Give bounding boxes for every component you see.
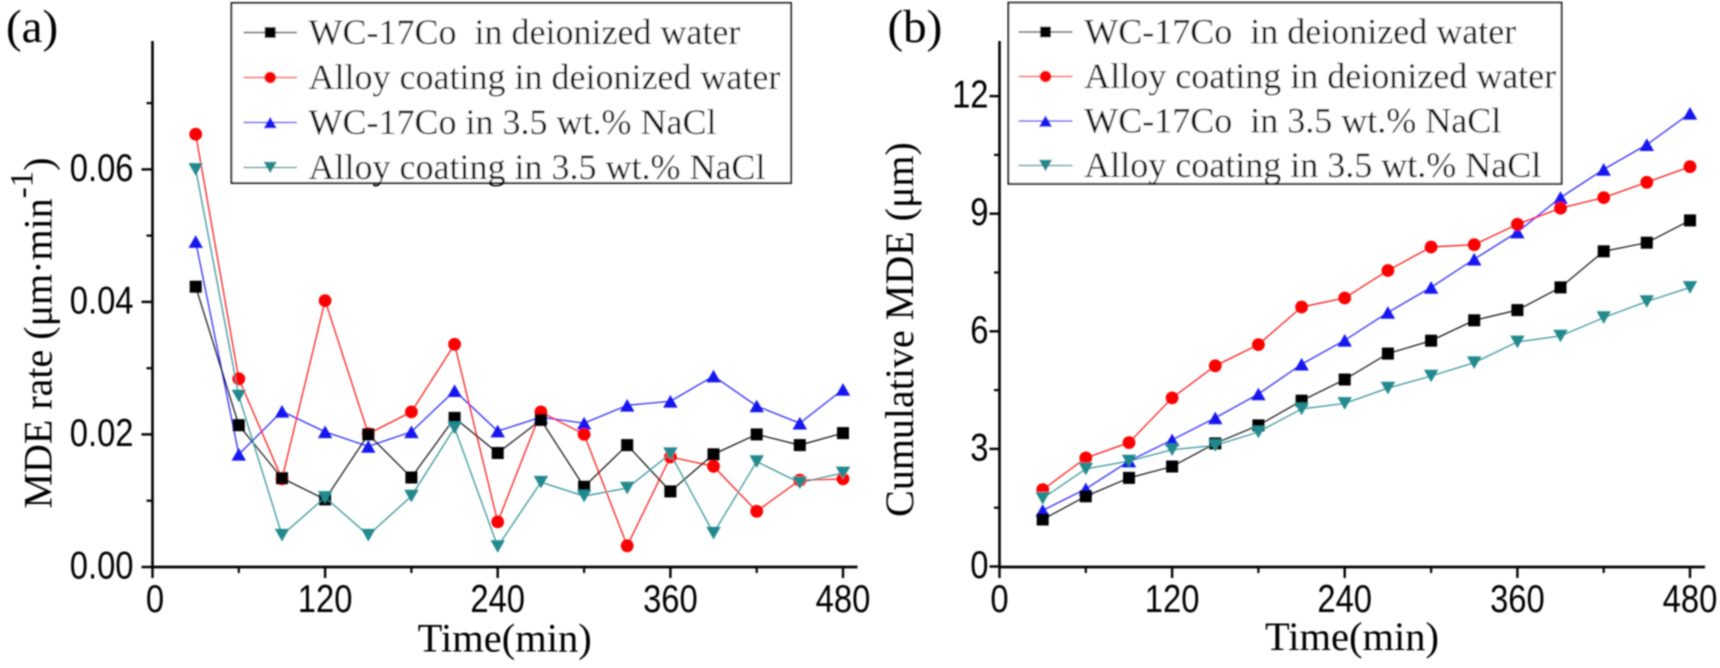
svg-text:Alloy coating in deionized wat: Alloy coating in deionized water bbox=[309, 57, 781, 97]
svg-text:(b): (b) bbox=[888, 1, 943, 53]
svg-text:480: 480 bbox=[1663, 576, 1718, 620]
svg-text:0: 0 bbox=[990, 576, 1008, 620]
svg-text:(a): (a) bbox=[6, 1, 58, 53]
svg-text:0.06: 0.06 bbox=[70, 145, 134, 189]
svg-text:240: 240 bbox=[470, 576, 525, 620]
svg-text:3: 3 bbox=[970, 425, 988, 469]
svg-text:0.00: 0.00 bbox=[70, 543, 134, 587]
svg-text:WC-17Co in 3.5 wt.% NaCl: WC-17Co in 3.5 wt.% NaCl bbox=[1084, 101, 1501, 141]
svg-text:9: 9 bbox=[970, 189, 988, 233]
svg-text:Alloy coating in 3.5 wt.% NaCl: Alloy coating in 3.5 wt.% NaCl bbox=[309, 147, 766, 187]
svg-text:Alloy coating in 3.5 wt.% NaCl: Alloy coating in 3.5 wt.% NaCl bbox=[1084, 145, 1541, 185]
svg-text:Alloy coating in deionized wat: Alloy coating in deionized water bbox=[1084, 56, 1556, 96]
svg-text:0.04: 0.04 bbox=[70, 278, 134, 322]
svg-text:Time(min): Time(min) bbox=[418, 616, 592, 661]
svg-text:0.02: 0.02 bbox=[70, 410, 134, 454]
svg-text:0: 0 bbox=[970, 542, 988, 586]
svg-text:360: 360 bbox=[643, 576, 698, 620]
svg-text:6: 6 bbox=[970, 307, 988, 351]
svg-text:Cumulative MDE (μm): Cumulative MDE (μm) bbox=[877, 142, 922, 517]
svg-text:120: 120 bbox=[1145, 576, 1200, 620]
svg-text:480: 480 bbox=[816, 576, 871, 620]
svg-text:12: 12 bbox=[952, 72, 988, 116]
svg-text:0: 0 bbox=[146, 576, 164, 620]
svg-text:WC-17Co in 3.5 wt.% NaCl: WC-17Co in 3.5 wt.% NaCl bbox=[309, 102, 717, 142]
svg-text:WC-17Co in deionized water: WC-17Co in deionized water bbox=[309, 12, 741, 52]
svg-text:WC-17Co in deionized water: WC-17Co in deionized water bbox=[1084, 12, 1516, 52]
svg-text:120: 120 bbox=[298, 576, 353, 620]
svg-text:Time(min): Time(min) bbox=[1265, 614, 1439, 659]
svg-text:360: 360 bbox=[1490, 576, 1545, 620]
svg-text:240: 240 bbox=[1317, 576, 1372, 620]
